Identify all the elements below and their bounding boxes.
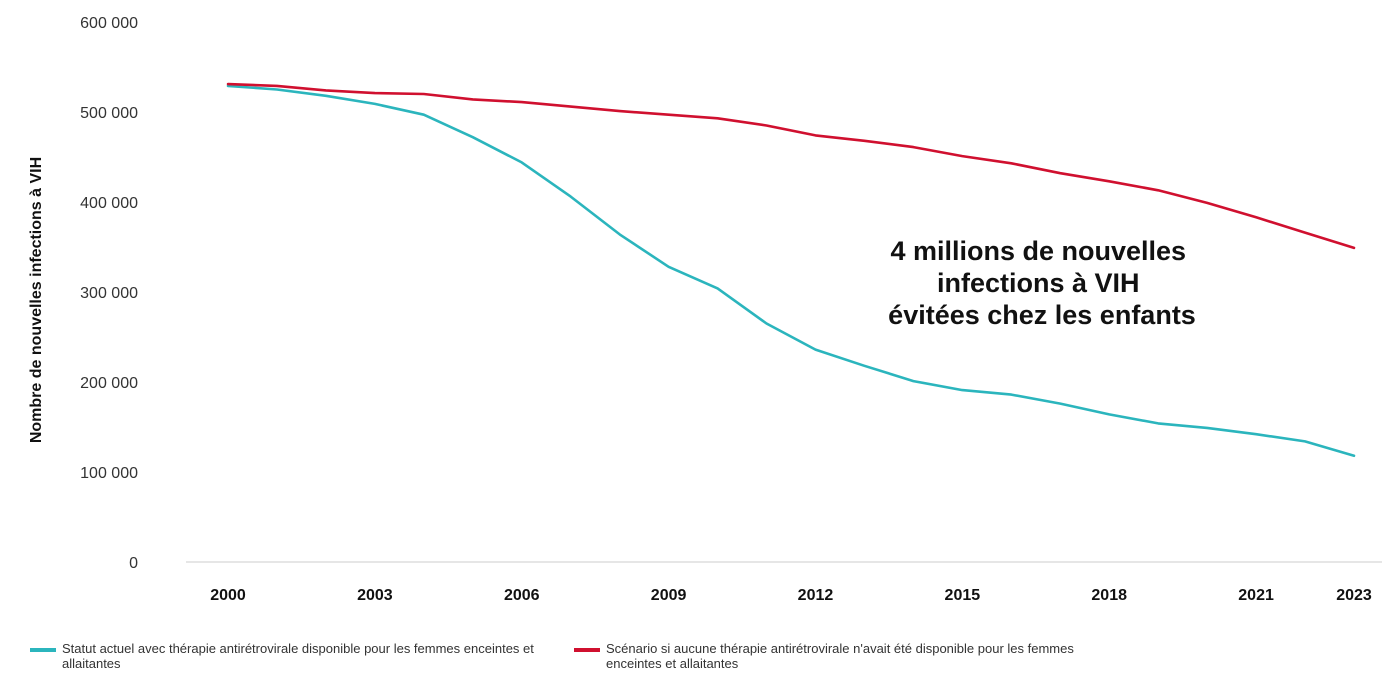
y-tick-label: 100 000: [80, 465, 138, 482]
annotation-line-1: 4 millions de nouvelles: [890, 236, 1186, 266]
y-tick-label: 300 000: [80, 285, 138, 302]
x-tick-label: 2000: [210, 587, 246, 604]
x-tick-label: 2009: [651, 587, 687, 604]
legend-item-current: Statut actuel avec thérapie antirétrovir…: [30, 641, 552, 671]
series-lines: [226, 82, 1356, 458]
x-tick-label: 2021: [1238, 587, 1274, 604]
legend-label-scenario: Scénario si aucune thérapie antirétrovir…: [606, 641, 1074, 671]
x-tick-label: 2018: [1091, 587, 1127, 604]
x-tick-label: 2012: [798, 587, 834, 604]
legend-swatch-scenario: [574, 648, 600, 652]
y-tick-label: 0: [129, 555, 138, 572]
x-tick-label: 2023: [1336, 587, 1372, 604]
legend-label-current: Statut actuel avec thérapie antirétrovir…: [62, 641, 534, 671]
y-tick-label: 500 000: [80, 105, 138, 122]
y-tick-label: 200 000: [80, 375, 138, 392]
y-tick-label: 400 000: [80, 195, 138, 212]
annotation-line-2: infections à VIH: [937, 268, 1140, 298]
legend-item-scenario: Scénario si aucune thérapie antirétrovir…: [574, 641, 1096, 671]
series-line-current: [226, 84, 1356, 458]
x-tick-label: 2003: [357, 587, 393, 604]
y-tick-label: 600 000: [80, 15, 138, 32]
line-chart: 0 100 000 200 000 300 000 400 000 500 000 600 …: [28, 15, 1382, 604]
x-tick-label: 2015: [945, 587, 981, 604]
series-line-scenario: [226, 82, 1356, 250]
y-axis-ticks: 0 100 000 200 000 300 000 400 000 500 000 600 …: [80, 15, 138, 572]
annotation: 4 millions de nouvelles infections à VIH…: [888, 236, 1196, 330]
legend-swatch-current: [30, 648, 56, 652]
y-axis-label: Nombre de nouvelles infections à VIH: [28, 157, 45, 443]
x-tick-label: 2006: [504, 587, 540, 604]
annotation-line-3: évitées chez les enfants: [888, 300, 1196, 330]
x-axis-ticks: 2000 2003 2006 2009 2012 2015 2018 2021 2023: [210, 587, 1372, 604]
